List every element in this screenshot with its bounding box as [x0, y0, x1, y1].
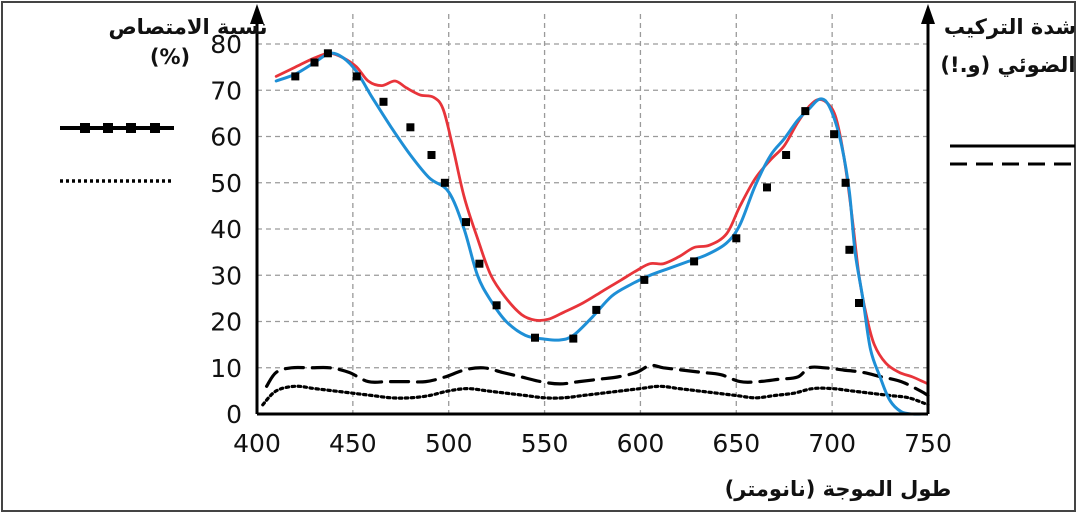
series-square-marker: [427, 151, 436, 159]
y-tick-label: 10: [210, 354, 242, 383]
series-square-marker: [440, 178, 449, 187]
y-tick-label: 40: [210, 215, 242, 244]
y-tick-label: 80: [210, 30, 242, 59]
series-dotted-line: [261, 384, 930, 407]
series-square-marker: [845, 245, 854, 254]
legend-right: [950, 144, 1075, 166]
x-tick-label: 400: [233, 429, 281, 458]
series-square-marker: [830, 130, 839, 139]
series-dashed-line: [265, 363, 930, 398]
right-y-axis-arrow-icon: [921, 4, 935, 24]
series-square-marker: [690, 257, 699, 266]
right-axis-title-line2: الضوئي (و.!): [940, 53, 1075, 77]
left-y-axis-arrow-icon: [250, 4, 264, 24]
tick-labels: 400 450 500 550 600 650 700 750 0 10 20 30 40 50 60 70 8…: [210, 30, 952, 458]
series-blue-line: [274, 51, 926, 416]
legend-square-marker: [80, 123, 90, 133]
y-tick-label: 70: [210, 76, 242, 105]
y-tick-label: 60: [210, 123, 242, 152]
legend-square-marker: [126, 123, 136, 133]
series-square-marker: [640, 275, 649, 284]
y-tick-label: 20: [210, 308, 242, 337]
series-square-marker: [763, 183, 771, 192]
legend-square-marker: [150, 123, 160, 133]
left-axis-title-line2: (%): [150, 45, 190, 69]
series-square-marker: [310, 58, 319, 67]
series-square-marker: [492, 301, 501, 310]
y-tick-label: 0: [226, 400, 242, 429]
series-square-marker: [569, 334, 578, 343]
series-square-marker: [531, 333, 539, 342]
series-layer: [261, 49, 930, 416]
x-tick-label: 650: [712, 429, 760, 458]
series-square-marker: [323, 49, 332, 58]
series-square-marker: [352, 72, 361, 81]
series-square-marker: [406, 123, 415, 132]
x-tick-label: 450: [329, 429, 377, 458]
x-tick-label: 600: [617, 429, 665, 458]
series-square-marker: [291, 72, 300, 81]
x-tick-label: 700: [808, 429, 856, 458]
series-square-marker: [855, 299, 863, 307]
y-tick-label: 30: [210, 261, 242, 290]
x-tick-label: 550: [521, 429, 569, 458]
series-square-marker: [592, 305, 601, 314]
axes: [250, 4, 935, 416]
right-axis-title-line1: شدة التركيب: [944, 15, 1076, 39]
legend-square-marker: [103, 123, 113, 133]
legend-left: [60, 123, 174, 183]
left-axis-title-line1: نسبة الامتصاص: [108, 15, 267, 39]
series-square-marker: [841, 178, 850, 187]
series-square-marker: [475, 259, 484, 268]
x-axis-title: طول الموجة (نانومتر): [725, 477, 952, 501]
y-tick-label: 50: [210, 169, 242, 198]
series-square-marker: [732, 234, 741, 243]
series-square-marker: [801, 107, 810, 116]
series-square-marker: [379, 97, 388, 106]
series-square-marker: [782, 151, 791, 159]
x-tick-label: 500: [425, 429, 473, 458]
x-tick-label: 750: [904, 429, 952, 458]
series-square-marker: [462, 218, 470, 227]
